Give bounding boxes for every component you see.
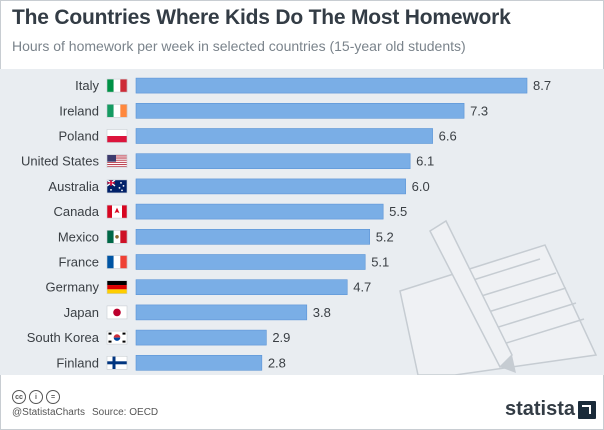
australia-flag-icon xyxy=(106,179,128,194)
mexico-flag-icon xyxy=(106,230,128,244)
bar xyxy=(135,354,263,371)
value-label: 2.9 xyxy=(272,330,290,345)
bars-layer: Italy 8.7 Ireland 7.3 Poland 6.6 United States… xyxy=(21,77,551,371)
value-label: 4.7 xyxy=(353,280,371,295)
bar xyxy=(135,77,528,94)
bar xyxy=(135,128,433,144)
value-label: 5.2 xyxy=(376,229,394,244)
bar xyxy=(135,279,348,295)
france-flag-icon xyxy=(106,255,128,269)
chart-title: The Countries Where Kids Do The Most Hom… xyxy=(12,6,511,29)
cc-icon: cc xyxy=(12,390,26,404)
category-label: Poland xyxy=(59,129,99,144)
value-label: 6.6 xyxy=(439,129,457,144)
bar xyxy=(135,329,267,346)
category-label: Australia xyxy=(48,179,99,194)
category-label: South Korea xyxy=(27,330,100,345)
paper-pencil-illustration xyxy=(399,219,598,375)
value-label: 6.1 xyxy=(416,154,434,169)
usa-flag-icon xyxy=(106,154,128,168)
twitter-handle: @StatistaCharts xyxy=(12,407,85,418)
brand-name: statista xyxy=(504,398,575,420)
bar-chart: Italy 8.7 Ireland 7.3 Poland 6.6 United States… xyxy=(21,77,598,375)
bar xyxy=(135,229,371,245)
statista-mark-icon xyxy=(578,400,596,419)
category-label: Finland xyxy=(56,355,99,370)
person-icon: i xyxy=(29,390,43,404)
category-label: Italy xyxy=(75,78,99,93)
equals-icon: = xyxy=(46,390,60,404)
value-label: 2.8 xyxy=(268,355,286,370)
south-korea-flag-icon xyxy=(106,330,128,345)
value-label: 8.7 xyxy=(533,78,551,93)
category-label: Canada xyxy=(53,204,99,219)
plot-area: Italy 8.7 Ireland 7.3 Poland 6.6 United States… xyxy=(0,69,604,375)
chart-subtitle: Hours of homework per week in selected c… xyxy=(12,38,466,54)
value-label: 7.3 xyxy=(470,103,488,118)
category-label: Germany xyxy=(46,280,100,295)
ireland-flag-icon xyxy=(106,103,128,118)
category-label: United States xyxy=(21,154,100,169)
japan-flag-icon xyxy=(106,305,128,320)
bar xyxy=(135,203,384,220)
bar xyxy=(135,102,465,119)
category-label: Mexico xyxy=(58,229,99,244)
germany-flag-icon xyxy=(106,280,128,294)
category-label: Ireland xyxy=(59,103,99,118)
category-label: Japan xyxy=(64,305,99,320)
poland-flag-icon xyxy=(106,129,128,143)
bar xyxy=(135,254,366,270)
value-label: 5.1 xyxy=(371,255,389,270)
bar xyxy=(135,304,308,321)
canada-flag-icon xyxy=(106,204,128,219)
value-label: 5.5 xyxy=(389,204,407,219)
statista-logo: statista xyxy=(505,398,596,421)
finland-flag-icon xyxy=(106,355,128,370)
category-label: France xyxy=(59,255,99,270)
source-note: Source: OECD xyxy=(92,407,159,418)
italy-flag-icon xyxy=(106,78,128,93)
bar xyxy=(135,178,406,195)
bar xyxy=(135,153,411,169)
value-label: 3.8 xyxy=(313,305,331,320)
value-label: 6.0 xyxy=(412,179,430,194)
